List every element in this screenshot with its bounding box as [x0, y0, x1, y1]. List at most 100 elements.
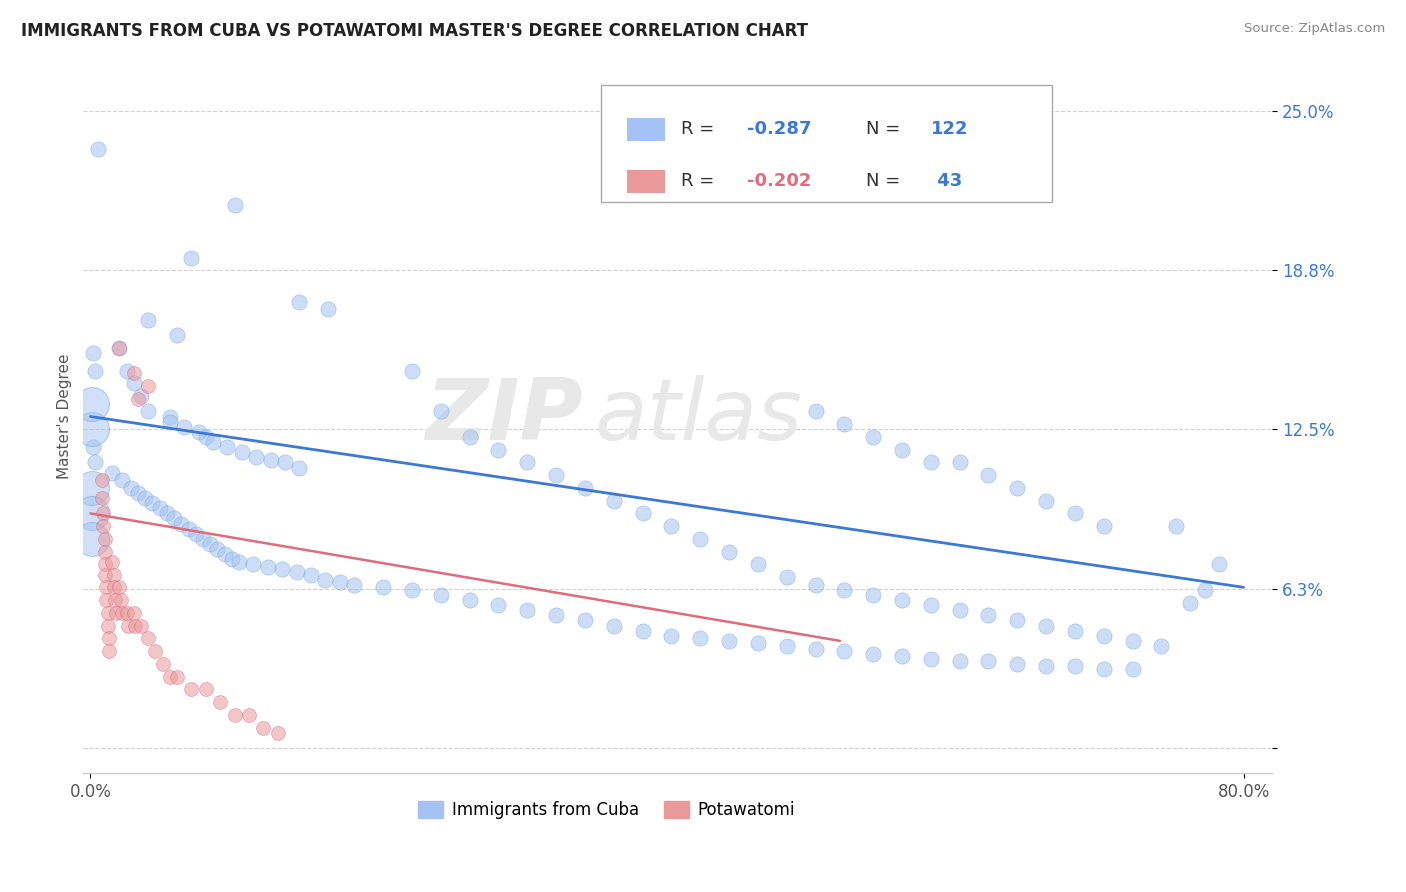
Point	[458, 430, 481, 444]
Point	[101, 555, 124, 569]
Point	[184, 526, 207, 541]
Point	[631, 507, 654, 521]
Point	[80, 481, 103, 495]
Point	[202, 435, 225, 450]
Point	[747, 558, 769, 572]
Point	[94, 544, 117, 558]
FancyBboxPatch shape	[627, 169, 665, 193]
Point	[486, 442, 509, 457]
Point	[977, 608, 1000, 623]
Text: IMMIGRANTS FROM CUBA VS POTAWATOMI MASTER'S DEGREE CORRELATION CHART: IMMIGRANTS FROM CUBA VS POTAWATOMI MASTE…	[21, 22, 808, 40]
Point	[891, 649, 914, 664]
Text: -0.287: -0.287	[747, 120, 811, 138]
Point	[401, 364, 423, 378]
Point	[574, 614, 596, 628]
Point	[1035, 618, 1057, 632]
Point	[221, 552, 243, 566]
Point	[314, 573, 336, 587]
Point	[458, 593, 481, 607]
Point	[80, 507, 103, 521]
Point	[1092, 519, 1115, 533]
Point	[285, 565, 308, 579]
Point	[631, 624, 654, 638]
Point	[103, 580, 125, 594]
Point	[96, 593, 118, 607]
Point	[217, 440, 239, 454]
Point	[207, 542, 229, 557]
Point	[159, 669, 181, 683]
Point	[1035, 493, 1057, 508]
Point	[862, 647, 884, 661]
Point	[180, 682, 202, 697]
Point	[98, 644, 121, 658]
Point	[804, 404, 827, 418]
Point	[93, 519, 115, 533]
Point	[429, 588, 451, 602]
Point	[91, 473, 114, 487]
Point	[115, 364, 138, 378]
Point	[136, 632, 159, 646]
FancyBboxPatch shape	[600, 85, 1053, 202]
Point	[1007, 481, 1029, 495]
Point	[891, 593, 914, 607]
Point	[82, 345, 104, 359]
Point	[544, 608, 567, 623]
Point	[689, 532, 711, 546]
Point	[245, 450, 267, 465]
Point	[110, 593, 132, 607]
Point	[209, 695, 232, 709]
Text: ZIP: ZIP	[425, 375, 582, 458]
Point	[776, 570, 799, 584]
Point	[544, 468, 567, 483]
Point	[124, 618, 146, 632]
Point	[224, 198, 246, 212]
Point	[834, 417, 856, 432]
FancyBboxPatch shape	[627, 118, 665, 141]
Text: Source: ZipAtlas.com: Source: ZipAtlas.com	[1244, 22, 1385, 36]
Point	[271, 562, 294, 576]
Point	[136, 312, 159, 326]
Point	[949, 603, 972, 617]
Point	[920, 651, 942, 665]
Point	[105, 606, 128, 620]
Point	[1194, 582, 1216, 597]
Point	[718, 633, 741, 648]
Text: 122: 122	[931, 120, 969, 138]
Point	[1035, 659, 1057, 673]
Point	[1007, 657, 1029, 671]
Point	[299, 567, 322, 582]
Point	[267, 725, 290, 739]
Point	[117, 618, 139, 632]
Point	[83, 455, 105, 469]
Point	[159, 415, 181, 429]
Point	[91, 491, 114, 505]
Point	[661, 519, 683, 533]
Point	[834, 644, 856, 658]
Point	[122, 606, 145, 620]
Point	[1164, 519, 1187, 533]
Point	[602, 618, 624, 632]
Point	[108, 580, 131, 594]
Point	[111, 606, 134, 620]
Point	[977, 654, 1000, 668]
Point	[98, 632, 121, 646]
Point	[80, 397, 103, 411]
Point	[776, 639, 799, 653]
Text: atlas: atlas	[595, 375, 803, 458]
Point	[152, 657, 174, 671]
Point	[256, 560, 278, 574]
Point	[163, 511, 186, 525]
Point	[173, 419, 195, 434]
Point	[180, 252, 202, 266]
Point	[371, 580, 394, 594]
Point	[159, 409, 181, 424]
Point	[574, 481, 596, 495]
Point	[318, 302, 340, 317]
Point	[1007, 614, 1029, 628]
Point	[82, 440, 104, 454]
Point	[115, 606, 138, 620]
Point	[891, 442, 914, 457]
Point	[747, 636, 769, 650]
Point	[136, 379, 159, 393]
Point	[862, 588, 884, 602]
